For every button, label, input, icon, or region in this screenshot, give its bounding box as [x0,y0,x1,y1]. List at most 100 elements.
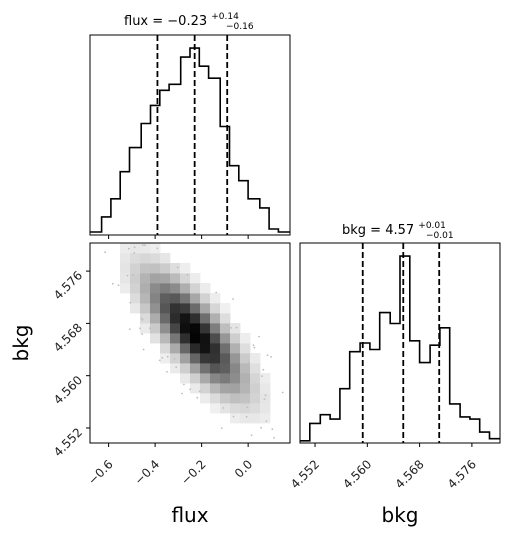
heatmap-cell [180,323,191,334]
flux-title: flux = −0.23 +0.14 [124,12,239,29]
heatmap-outlier-point [253,346,256,349]
heatmap-outlier-points [104,244,284,439]
flux-hist-frame [89,34,291,236]
heatmap-cell [250,363,261,374]
heatmap-cell [180,333,191,344]
heatmap-cell [210,363,221,374]
bkg-title-sup: +0.01 [418,221,446,231]
heatmap-cell [200,333,211,344]
flux-title-sup: +0.14 [211,12,239,22]
heatmap-cell [200,283,211,294]
heatmap-cell [130,293,141,304]
heatmap-outlier-point [222,407,225,409]
heatmap-cell [130,303,141,314]
heatmap-cell [140,253,151,264]
heatmap-outlier-point [261,375,263,378]
heatmap-cell [170,303,181,314]
heatmap-cell [210,323,221,334]
heatmap-outlier-point [140,317,143,320]
heatmap-cell [120,253,131,264]
heatmap-cell [160,283,171,294]
heatmap-outlier-point [158,359,161,362]
bkg-histogram [300,243,500,443]
heatmap-outlier-point [141,333,144,335]
heatmap-cell [230,373,241,384]
heatmap-cell [170,323,181,334]
heatmap-cell [170,263,181,274]
heatmap-cell [190,333,201,344]
heatmap-cell [180,363,191,374]
heatmap-outlier-point [270,356,272,358]
heatmap-cell [220,313,231,324]
heatmap-cell [150,263,161,274]
heatmap-cell [190,373,201,384]
heatmap-cell [150,243,161,254]
heatmap-cell [220,393,231,404]
heatmap-cell [140,273,151,284]
heatmap-cell [250,373,261,384]
heatmap-cell [170,313,181,324]
heatmap-outlier-point [104,251,106,254]
heatmap-cell [170,363,181,374]
heatmap-outlier-point [232,415,235,418]
heatmap-cell [190,343,201,354]
heatmap-cell [210,373,221,384]
heatmap-cell [130,243,141,254]
heatmap-y-tick-label: 4.560 [51,373,85,407]
heatmap-outlier-point [117,284,120,287]
heatmap-frame [89,242,291,444]
bkg-hist-frame [299,242,501,444]
heatmap-outlier-point [156,247,159,250]
heatmap-cell [140,243,151,254]
heatmap-cell [210,303,221,314]
heatmap-outlier-point [133,252,136,254]
heatmap-outlier-point [175,366,178,369]
heatmap-outlier-point [183,383,185,386]
heatmap-outlier-point [141,244,144,247]
heatmap-cell [120,243,131,254]
heatmap-cell [210,383,221,394]
heatmap-cell [170,283,181,294]
heatmap-outlier-point [262,368,265,371]
heatmap-cell [260,383,271,394]
heatmap-outlier-point [235,326,238,329]
x-axis-label-flux: flux [171,503,208,527]
heatmap-cell [170,273,181,284]
heatmap-cell [150,273,161,284]
heatmap-cell [160,253,171,264]
heatmap-cell [240,393,251,404]
heatmap-cell [160,273,171,284]
heatmap-outlier-point [161,356,164,359]
heatmap-cell [220,303,231,314]
heatmap-cell [190,273,201,284]
heatmap-outlier-point [271,428,274,431]
heatmap-cell [190,303,201,314]
heatmap-cell [160,333,171,344]
heatmap-cell [170,293,181,304]
heatmap-cell [260,373,271,384]
bkg-hist-x-tick-label: 4.560 [340,457,374,491]
heatmap-outlier-point [126,274,129,277]
heatmap-cell [240,353,251,364]
heatmap-cell [220,353,231,364]
heatmap-outlier-point [265,420,268,422]
heatmap-outlier-point [260,426,262,429]
heatmap-cell [180,273,191,284]
heatmap-cell [220,333,231,344]
heatmap-outlier-point [129,301,132,304]
heatmap-outlier-point [189,388,192,391]
heatmap-cells [120,243,271,424]
heatmap-outlier-point [196,396,199,399]
heatmap-cell [200,353,211,364]
heatmap-outlier-point [131,274,134,277]
heatmap-outlier-point [264,394,267,397]
heatmap-cell [220,343,231,354]
heatmap-cell [230,413,241,424]
heatmap-cell [230,343,241,354]
flux-hist-step-line [90,47,290,233]
heatmap-cell [140,323,151,334]
heatmap-cell [180,343,191,354]
heatmap-outlier-point [141,318,144,321]
heatmap-cell [160,343,171,354]
heatmap-cell [230,323,241,334]
